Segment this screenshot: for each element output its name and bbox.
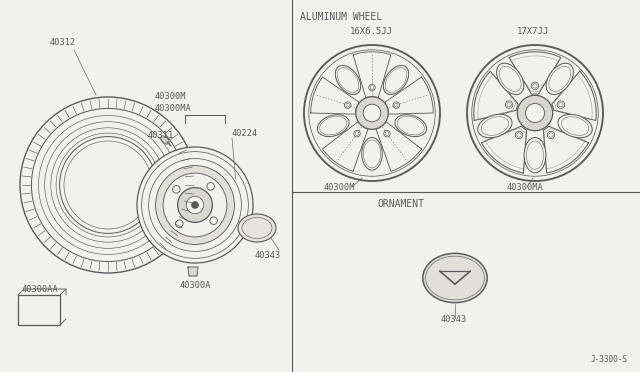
Circle shape xyxy=(356,97,388,129)
Circle shape xyxy=(517,95,553,131)
Text: 40311: 40311 xyxy=(148,131,174,140)
Ellipse shape xyxy=(238,214,276,242)
Ellipse shape xyxy=(383,65,408,94)
Circle shape xyxy=(369,84,375,91)
Ellipse shape xyxy=(423,253,487,303)
Text: 40300A: 40300A xyxy=(180,281,211,290)
Circle shape xyxy=(304,45,440,181)
Circle shape xyxy=(173,186,180,193)
Circle shape xyxy=(186,196,204,214)
Circle shape xyxy=(384,130,390,137)
Polygon shape xyxy=(188,267,198,276)
Text: ALUMINUM WHEEL: ALUMINUM WHEEL xyxy=(300,12,382,22)
Circle shape xyxy=(178,187,212,222)
Polygon shape xyxy=(481,126,527,173)
Text: 40312: 40312 xyxy=(50,38,76,47)
Text: 16X6.5JJ: 16X6.5JJ xyxy=(350,27,393,36)
Ellipse shape xyxy=(546,63,573,94)
Ellipse shape xyxy=(497,63,524,94)
Circle shape xyxy=(156,166,234,244)
Ellipse shape xyxy=(558,114,592,138)
Ellipse shape xyxy=(477,114,512,138)
Circle shape xyxy=(137,147,253,263)
Polygon shape xyxy=(385,77,433,114)
Circle shape xyxy=(175,220,183,227)
Circle shape xyxy=(344,102,351,108)
Circle shape xyxy=(210,217,218,224)
Circle shape xyxy=(506,101,513,108)
Circle shape xyxy=(308,50,435,176)
Ellipse shape xyxy=(524,138,546,173)
Polygon shape xyxy=(474,71,518,121)
Text: 17X7JJ: 17X7JJ xyxy=(517,27,549,36)
Circle shape xyxy=(163,173,227,237)
Ellipse shape xyxy=(161,136,169,144)
Text: 40343: 40343 xyxy=(441,315,467,324)
Text: 40300MA: 40300MA xyxy=(507,183,544,192)
Polygon shape xyxy=(323,122,368,171)
Ellipse shape xyxy=(362,138,382,170)
Polygon shape xyxy=(353,52,391,98)
Circle shape xyxy=(531,82,539,90)
Circle shape xyxy=(515,131,523,139)
Polygon shape xyxy=(543,126,589,173)
Ellipse shape xyxy=(395,115,427,137)
Text: 40300M: 40300M xyxy=(324,183,355,192)
Circle shape xyxy=(467,45,603,181)
Text: 40300M: 40300M xyxy=(155,92,186,101)
Text: 40300AA: 40300AA xyxy=(22,285,59,294)
Circle shape xyxy=(191,202,198,208)
Text: ORNAMENT: ORNAMENT xyxy=(377,199,424,209)
Circle shape xyxy=(354,130,360,137)
Ellipse shape xyxy=(317,115,349,137)
Text: 40224: 40224 xyxy=(232,129,259,138)
Circle shape xyxy=(557,101,564,108)
Polygon shape xyxy=(552,71,596,121)
Text: 40300MA: 40300MA xyxy=(155,104,192,113)
Polygon shape xyxy=(509,52,561,94)
Circle shape xyxy=(393,102,399,108)
Circle shape xyxy=(472,50,598,176)
Text: J-3300-S: J-3300-S xyxy=(591,355,628,364)
Circle shape xyxy=(525,103,545,122)
Circle shape xyxy=(207,183,214,190)
Polygon shape xyxy=(376,122,422,171)
Polygon shape xyxy=(311,77,360,114)
Circle shape xyxy=(363,104,381,122)
Circle shape xyxy=(547,131,555,139)
Ellipse shape xyxy=(335,65,361,94)
Text: 40343: 40343 xyxy=(255,251,281,260)
